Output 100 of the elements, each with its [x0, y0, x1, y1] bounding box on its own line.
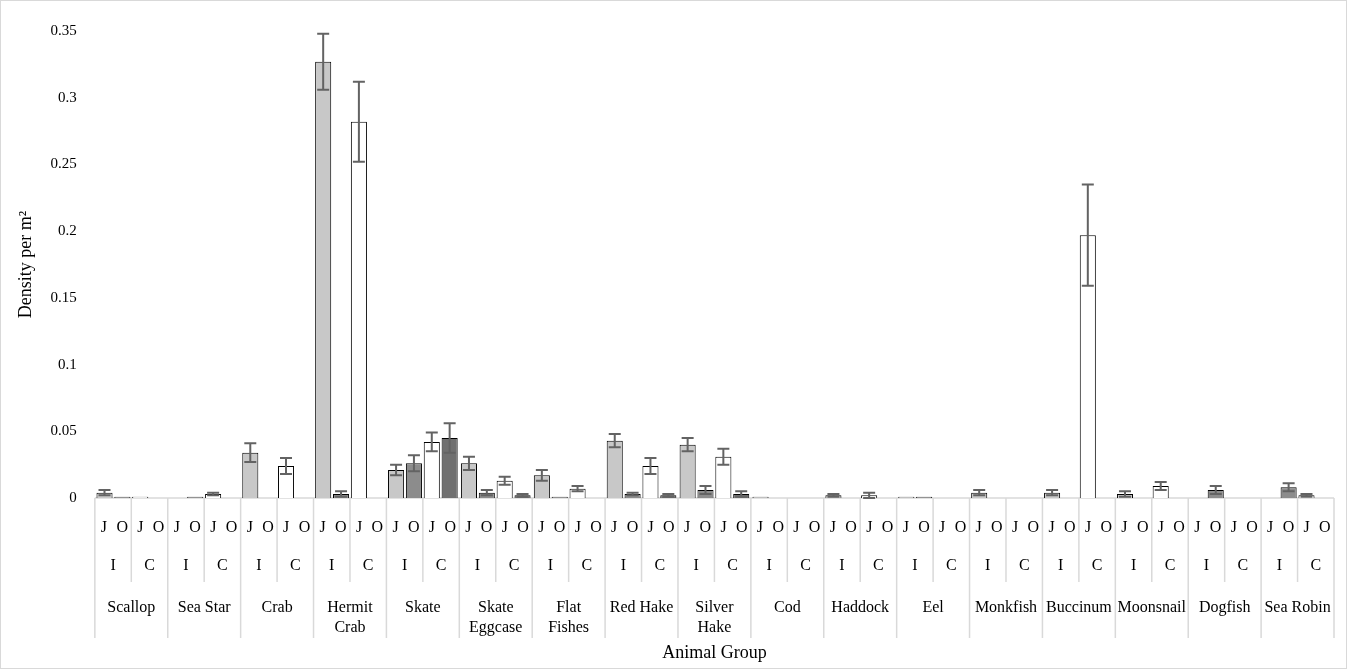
text: C [945, 556, 957, 574]
text: C [654, 556, 666, 574]
text: O [116, 518, 128, 536]
y-tick-label: 0 [69, 488, 77, 505]
text: J [355, 518, 363, 536]
text: J [1267, 518, 1274, 536]
text: I [329, 556, 335, 574]
text: I [474, 556, 481, 574]
text: I [839, 556, 845, 574]
text: C [727, 556, 738, 574]
text: J [1157, 518, 1164, 536]
text: J [866, 518, 873, 536]
text: C [362, 556, 374, 574]
text: J [465, 518, 472, 536]
x-tick-label: Crab [261, 598, 293, 616]
text: O [735, 518, 748, 536]
text: O [1319, 518, 1331, 536]
text: J [939, 518, 946, 536]
text: J [756, 518, 764, 536]
text: C [508, 556, 520, 574]
x-tick-label: Sea Robin [1264, 598, 1331, 616]
text: I [1057, 556, 1064, 574]
text: I [693, 556, 699, 574]
text: O [590, 518, 602, 536]
x-tick-label: Hermit Crab [327, 598, 374, 636]
x-tick-label: Haddock [831, 598, 890, 616]
text: O [918, 518, 930, 536]
text: I [183, 556, 189, 574]
text: J [574, 518, 581, 536]
text: O [152, 518, 165, 536]
text: J [829, 518, 836, 536]
text: J [1230, 518, 1237, 536]
text: J [283, 518, 290, 536]
text: O [225, 518, 238, 536]
text: J [319, 518, 326, 536]
y-axis-title: Density per m² [14, 210, 35, 319]
text: J [392, 518, 399, 536]
text: C [1237, 556, 1249, 574]
text: C [873, 556, 884, 574]
text: O [1027, 518, 1040, 536]
text: O [845, 518, 857, 536]
text: O [444, 518, 456, 536]
text: J [1194, 518, 1201, 536]
text: O [626, 518, 639, 536]
text: O [1173, 518, 1185, 536]
text: C [144, 556, 155, 574]
text: O [991, 518, 1003, 536]
text: I [256, 556, 262, 574]
text: I [401, 556, 408, 574]
x-tick-label: Skate Eggcase [469, 598, 523, 637]
x-tick-label: Cod [773, 598, 801, 616]
text: J [1303, 518, 1310, 536]
text: C [217, 556, 228, 574]
y-tick-label: 0.15 [50, 288, 77, 305]
x-tick-label: Dogfish [1198, 598, 1251, 617]
text: O [553, 518, 566, 536]
y-tick-label: 0.35 [50, 21, 77, 38]
text: C [289, 556, 301, 574]
x-axis-title: Animal Group [662, 641, 767, 662]
text: O [808, 518, 821, 536]
text: O [1246, 518, 1258, 536]
text: J [793, 518, 800, 536]
text: J [1048, 518, 1055, 536]
text: O [517, 518, 529, 536]
x-tick-label: Eel [922, 598, 945, 616]
text: O [335, 518, 347, 536]
text: I [912, 556, 918, 574]
text: I [547, 556, 554, 574]
y-tick-label: 0.1 [58, 355, 77, 372]
text: J [1084, 518, 1092, 536]
x-tick-label: Flat Fishes [548, 598, 590, 636]
y-tick-label: 0.3 [58, 88, 77, 105]
text: I [985, 556, 991, 574]
x-tick-label: Monkfish [974, 598, 1038, 616]
text: I [1203, 556, 1210, 574]
text: J [683, 518, 691, 536]
text: I [620, 556, 626, 574]
text: I [1130, 556, 1137, 574]
text: O [371, 518, 384, 536]
text: O [954, 518, 967, 536]
text: J [975, 518, 982, 536]
y-tick-label: 0.2 [58, 222, 77, 239]
text: O [189, 518, 201, 536]
text: C [800, 556, 811, 574]
text: J [611, 518, 618, 536]
text: I [1276, 556, 1282, 574]
text: O [699, 518, 712, 536]
text: O [262, 518, 274, 536]
text: O [1136, 518, 1149, 536]
x-tick-label: Skate [405, 598, 441, 616]
text: O [881, 518, 894, 536]
text: O [1063, 518, 1076, 536]
text: J [246, 518, 253, 536]
text: I [766, 556, 772, 574]
x-tick-label: Scallop [107, 598, 156, 617]
text: J [538, 518, 545, 536]
text: I [110, 556, 116, 574]
text: C [1310, 556, 1322, 574]
text: J [173, 518, 180, 536]
text: O [1100, 518, 1112, 536]
